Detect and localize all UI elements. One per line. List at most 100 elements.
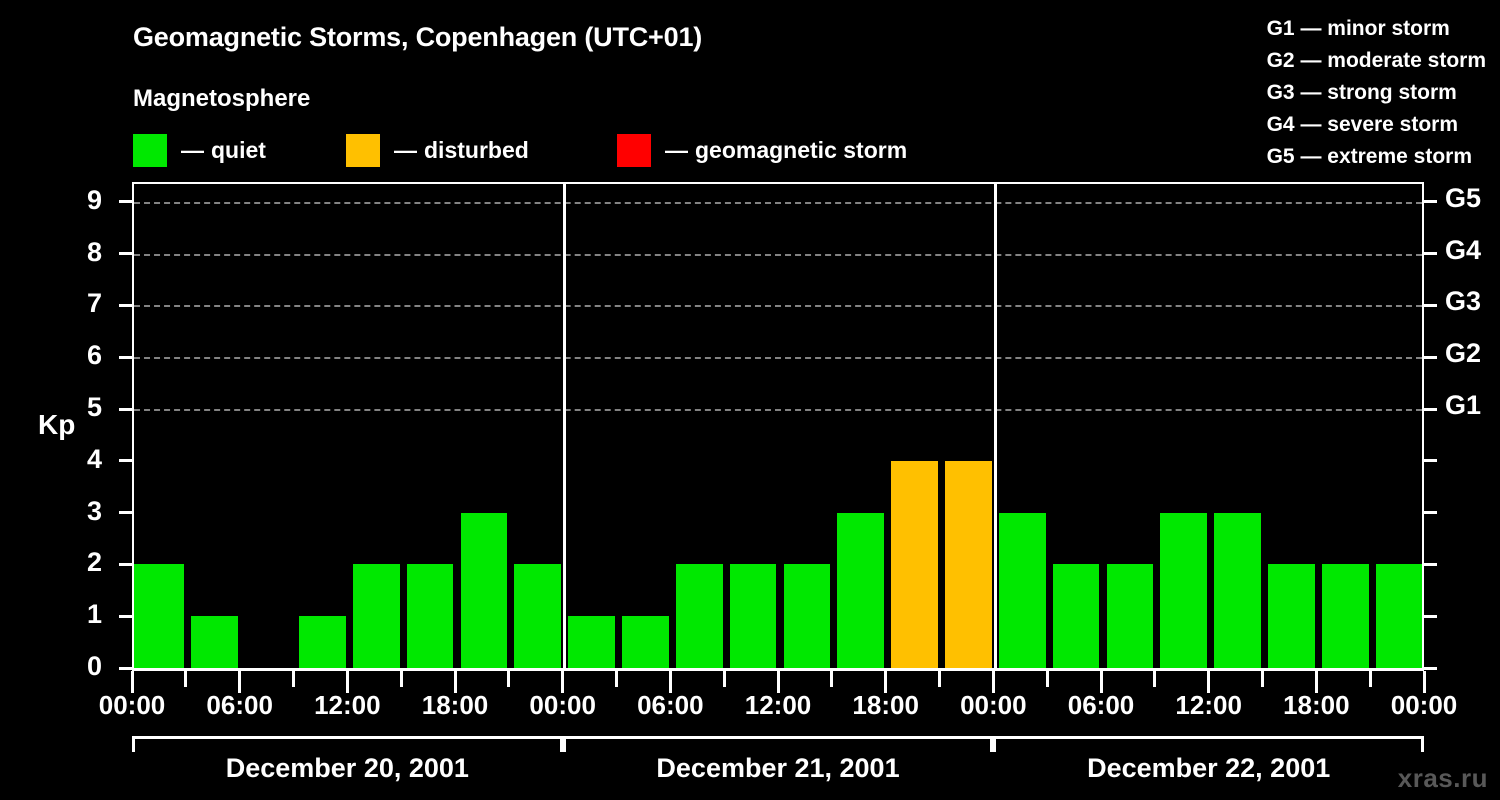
legend-item-quiet: — quiet xyxy=(133,133,266,167)
x-tick-24 xyxy=(1422,671,1426,693)
x-axis-line xyxy=(132,668,1424,671)
gridline-kp-9 xyxy=(134,201,1422,204)
day-label: December 20, 2001 xyxy=(225,753,469,783)
day-separator-1 xyxy=(563,184,567,668)
x-tick-20 xyxy=(1207,671,1211,693)
x-tick-2 xyxy=(238,671,242,693)
x-tick-label: 12:00 xyxy=(314,690,381,720)
bar xyxy=(1268,564,1315,668)
bar xyxy=(945,460,992,668)
bar xyxy=(783,564,831,668)
y-tick-label-6: 6 xyxy=(86,340,102,371)
x-tick-label: 00:00 xyxy=(1390,690,1458,720)
x-tick-17 xyxy=(1045,671,1049,687)
g-tick-label-G1: G1 xyxy=(1445,390,1482,420)
x-tick-10 xyxy=(668,671,672,693)
g-legend-row-1: G1 — minor storm xyxy=(1266,17,1450,40)
g-tick-mark-G4 xyxy=(1424,252,1437,256)
x-tick-label: 18:00 xyxy=(1283,690,1350,720)
g-scale-legend: G1 — minor storm G2 — moderate storm G3 — … xyxy=(1267,13,1486,173)
bar xyxy=(191,616,239,668)
x-tick-label: 00:00 xyxy=(960,690,1027,720)
bar xyxy=(352,564,400,668)
bar xyxy=(998,512,1046,668)
bar xyxy=(1214,512,1261,668)
x-tick-22 xyxy=(1314,671,1318,693)
bar xyxy=(299,616,346,668)
y-tick-label-5: 5 xyxy=(86,392,102,422)
bar xyxy=(675,564,723,668)
y-tick-label-7: 7 xyxy=(86,288,102,319)
watermark: xras.ru xyxy=(1397,763,1488,793)
y-tick-mark-8 xyxy=(119,252,132,256)
x-tick-1 xyxy=(184,671,188,687)
y-tick-mark-6 xyxy=(119,355,132,359)
day-bracket-2 xyxy=(562,736,994,752)
x-tick-19 xyxy=(1153,671,1157,687)
legend-dash: — xyxy=(665,136,688,163)
x-tick-label: 12:00 xyxy=(1175,690,1242,720)
g-tick-label-G2: G2 xyxy=(1445,338,1482,369)
y-tick-mark-2 xyxy=(119,562,132,566)
x-tick-9 xyxy=(615,671,618,687)
x-tick-label: 06:00 xyxy=(637,690,704,720)
bar xyxy=(837,512,885,668)
y-tick-mark-7 xyxy=(119,303,132,307)
x-tick-label: 18:00 xyxy=(421,690,489,720)
g-tick-mark-G5 xyxy=(1424,200,1437,204)
g-tick-label-G3: G3 xyxy=(1445,286,1482,317)
gridline-kp-8 xyxy=(134,253,1422,256)
legend-dash: — xyxy=(181,136,204,163)
x-tick-14 xyxy=(884,671,888,693)
legend-label: disturbed xyxy=(424,136,529,163)
page-title: Geomagnetic Storms, Copenhagen (UTC+01) xyxy=(133,22,703,52)
legend-label: geomagnetic storm xyxy=(695,136,908,163)
g-axis-minor-tick-2 xyxy=(1424,562,1437,566)
g-axis-minor-tick-3 xyxy=(1424,511,1437,515)
x-tick-23 xyxy=(1368,671,1372,687)
bar xyxy=(406,564,454,668)
bar xyxy=(1375,564,1423,668)
bar xyxy=(134,564,185,668)
x-tick-15 xyxy=(938,671,941,687)
day-separator-2 xyxy=(993,184,997,668)
x-tick-3 xyxy=(292,671,295,687)
bar xyxy=(1106,564,1154,668)
legend-item-disturbed: — disturbed xyxy=(346,133,529,167)
y-tick-label-9: 9 xyxy=(86,184,102,215)
g-legend-row-2: G2 — moderate storm xyxy=(1266,49,1486,72)
gridline-kp-6 xyxy=(134,357,1422,360)
bar xyxy=(891,460,938,668)
x-tick-16 xyxy=(991,671,995,693)
y-tick-label-0: 0 xyxy=(86,651,102,681)
g-legend-row-3: G3 — strong storm xyxy=(1266,81,1457,104)
g-tick-mark-G3 xyxy=(1424,303,1437,307)
plot-area xyxy=(132,182,1424,668)
x-tick-label: 12:00 xyxy=(744,690,812,720)
bar xyxy=(1160,512,1208,668)
day-bracket-1 xyxy=(132,736,563,752)
y-tick-mark-0 xyxy=(119,666,132,670)
y-tick-mark-3 xyxy=(119,511,132,515)
orange-square-icon xyxy=(346,133,380,167)
bar xyxy=(514,564,562,668)
legend-item-geomagnetic-storm: — geomagnetic storm xyxy=(617,133,907,167)
y-tick-label-3: 3 xyxy=(86,495,102,526)
x-tick-label: 00:00 xyxy=(529,690,596,720)
red-square-icon xyxy=(617,133,651,167)
g-legend-row-4: G4 — severe storm xyxy=(1266,113,1459,136)
y-tick-mark-5 xyxy=(119,407,132,411)
x-tick-label: 18:00 xyxy=(852,690,919,720)
y-tick-label-1: 1 xyxy=(86,599,102,630)
g-axis-minor-tick-0 xyxy=(1424,666,1437,670)
y-tick-mark-1 xyxy=(119,614,132,618)
x-tick-0 xyxy=(130,671,134,693)
day-bracket-3 xyxy=(993,736,1424,752)
x-tick-13 xyxy=(830,671,834,687)
day-label: December 21, 2001 xyxy=(656,753,900,783)
g-tick-mark-G1 xyxy=(1424,407,1437,411)
chart-subtitle: Magnetosphere xyxy=(133,85,311,112)
bar xyxy=(568,616,615,668)
x-tick-label: 06:00 xyxy=(206,690,273,720)
